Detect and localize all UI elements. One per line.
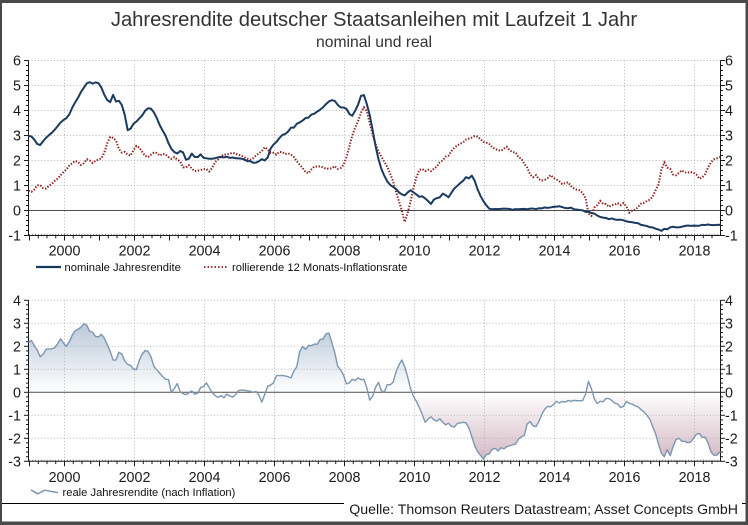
svg-text:3: 3 [725, 316, 733, 332]
svg-text:2018: 2018 [679, 244, 711, 260]
svg-text:2012: 2012 [469, 244, 501, 260]
svg-text:2016: 2016 [609, 470, 641, 486]
svg-text:2000: 2000 [49, 244, 81, 260]
svg-text:2: 2 [725, 154, 733, 170]
svg-text:2002: 2002 [119, 244, 151, 260]
svg-text:2006: 2006 [259, 244, 291, 260]
svg-text:-1: -1 [8, 229, 21, 245]
svg-text:2012: 2012 [469, 470, 501, 486]
svg-text:-1: -1 [725, 408, 738, 424]
svg-text:2010: 2010 [399, 470, 431, 486]
svg-text:3: 3 [13, 316, 21, 332]
svg-text:2018: 2018 [679, 470, 711, 486]
svg-text:nominale Jahresrendite: nominale Jahresrendite [65, 262, 181, 274]
svg-text:-2: -2 [725, 431, 738, 447]
svg-text:rollierende 12 Monats-Inflatio: rollierende 12 Monats-Inflationsrate [232, 262, 407, 274]
svg-text:-3: -3 [725, 454, 738, 470]
svg-text:-3: -3 [8, 454, 21, 470]
svg-text:0: 0 [725, 204, 733, 220]
svg-text:Quelle: Thomson Reuters Datast: Quelle: Thomson Reuters Datastream; Asse… [349, 501, 738, 517]
svg-text:2016: 2016 [609, 244, 641, 260]
svg-text:3: 3 [13, 129, 21, 145]
svg-text:1: 1 [13, 179, 21, 195]
svg-text:2010: 2010 [399, 244, 431, 260]
svg-text:-1: -1 [8, 408, 21, 424]
svg-text:0: 0 [725, 385, 733, 401]
svg-text:1: 1 [725, 179, 733, 195]
svg-text:reale Jahresrendite (nach Infl: reale Jahresrendite (nach Inflation) [63, 487, 236, 499]
svg-text:2000: 2000 [49, 470, 81, 486]
svg-text:2008: 2008 [329, 244, 361, 260]
svg-text:2: 2 [13, 154, 21, 170]
svg-text:2014: 2014 [539, 470, 571, 486]
svg-text:2004: 2004 [189, 470, 221, 486]
svg-text:nominal und real: nominal und real [316, 34, 432, 51]
svg-text:2: 2 [13, 339, 21, 355]
svg-text:Jahresrendite deutscher Staats: Jahresrendite deutscher Staatsanleihen m… [111, 9, 638, 31]
svg-text:2014: 2014 [539, 244, 571, 260]
svg-text:4: 4 [725, 104, 733, 120]
svg-text:-1: -1 [725, 229, 738, 245]
svg-text:6: 6 [725, 54, 733, 70]
svg-text:5: 5 [725, 79, 733, 95]
svg-text:1: 1 [725, 362, 733, 378]
svg-text:-2: -2 [8, 431, 21, 447]
svg-text:6: 6 [13, 54, 21, 70]
svg-text:4: 4 [725, 293, 733, 309]
svg-text:2004: 2004 [189, 244, 221, 260]
svg-text:3: 3 [725, 129, 733, 145]
svg-text:0: 0 [13, 385, 21, 401]
svg-text:4: 4 [13, 104, 21, 120]
svg-text:1: 1 [13, 362, 21, 378]
svg-text:2002: 2002 [119, 470, 151, 486]
svg-text:2008: 2008 [329, 470, 361, 486]
svg-text:2006: 2006 [259, 470, 291, 486]
svg-text:5: 5 [13, 79, 21, 95]
svg-text:0: 0 [13, 204, 21, 220]
svg-text:2: 2 [725, 339, 733, 355]
svg-text:4: 4 [13, 293, 21, 309]
